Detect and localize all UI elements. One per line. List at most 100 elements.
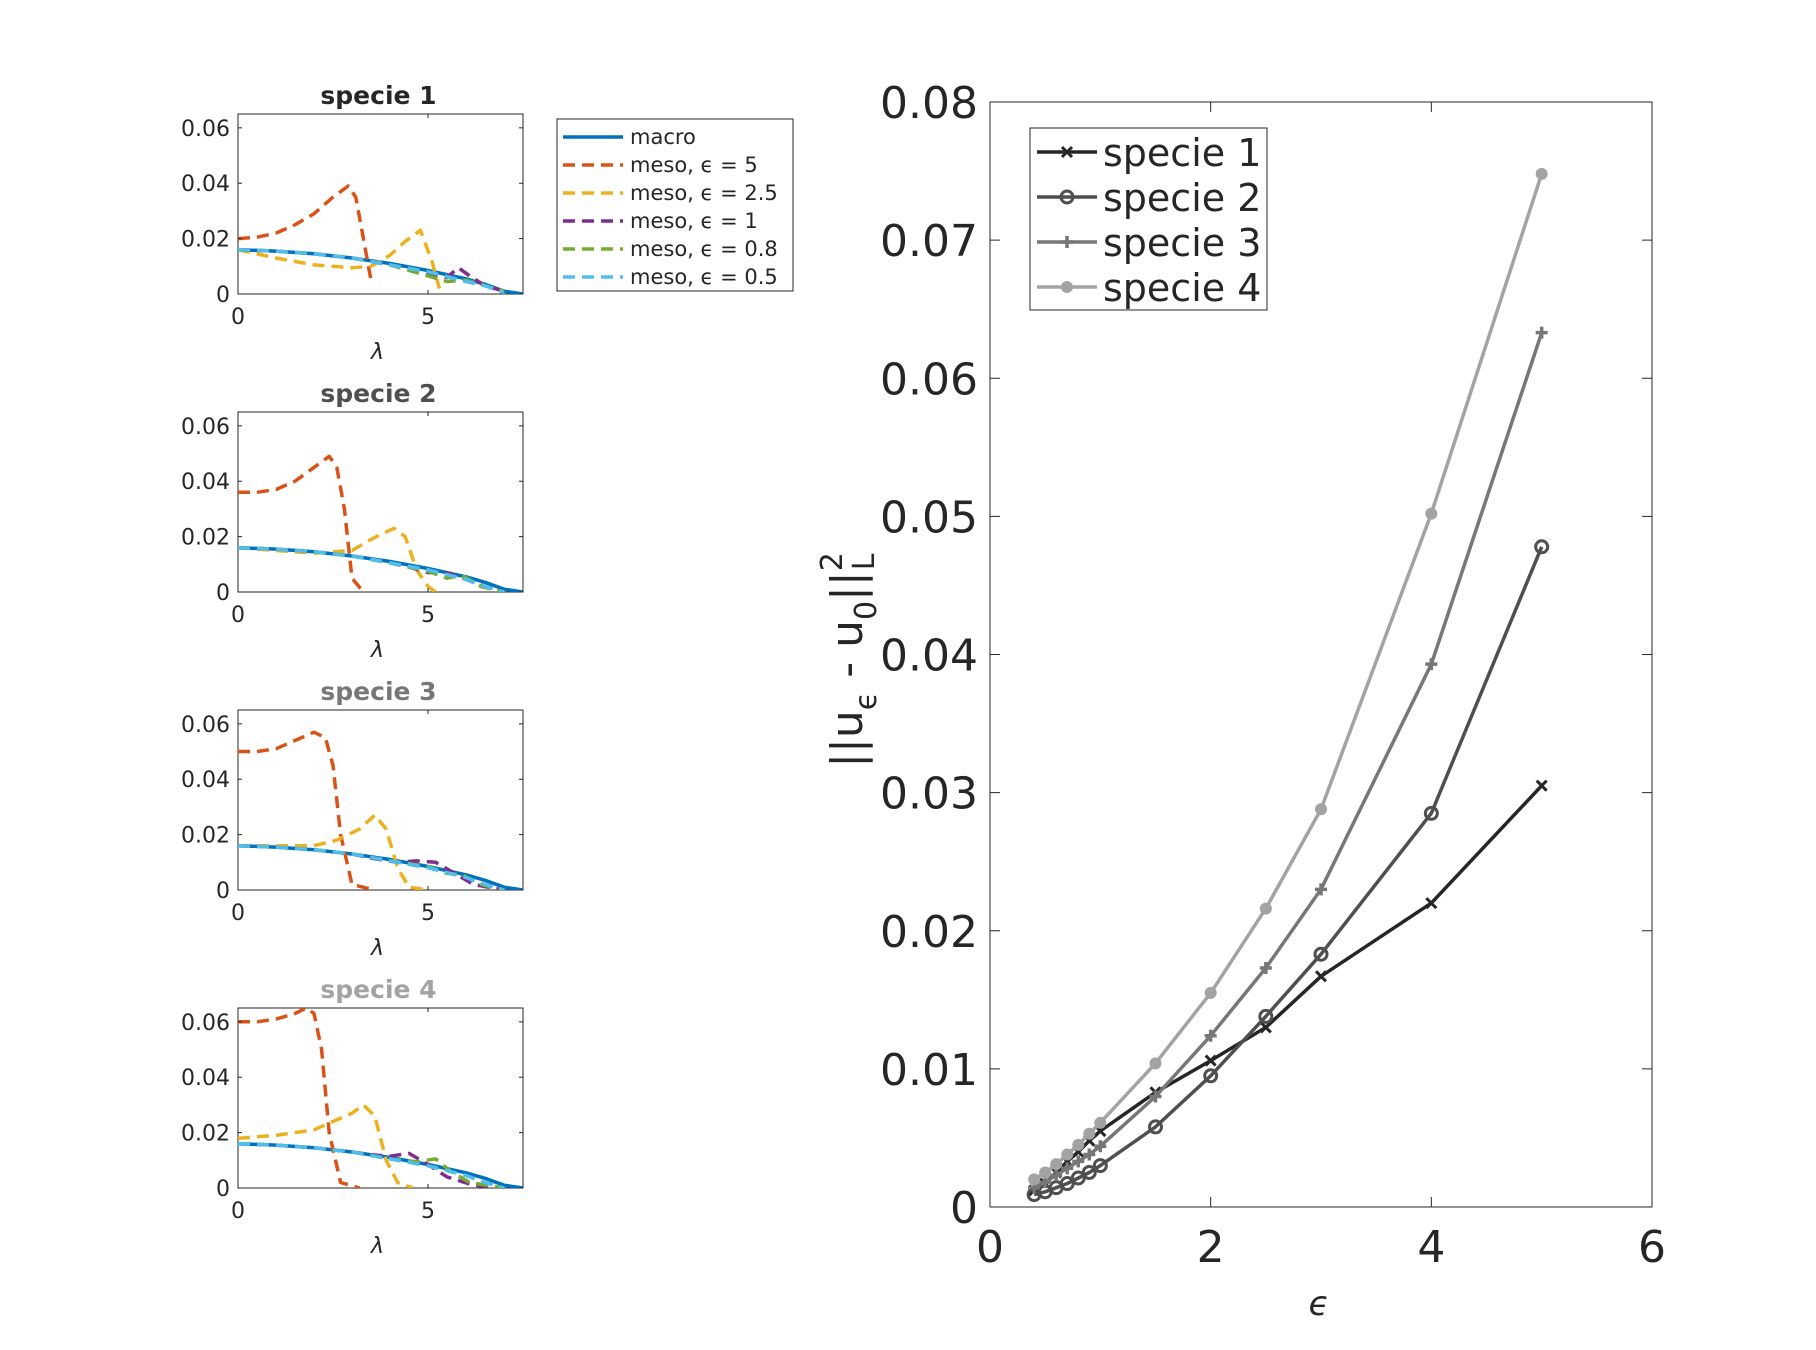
y-tick-label: 0.02	[181, 824, 230, 849]
y-tick-label: 0.04	[181, 1066, 230, 1091]
plot-area	[237, 1007, 524, 1189]
y-tick-label: 0	[216, 879, 230, 904]
y-tick-label: 0	[216, 581, 230, 606]
main-point	[1259, 902, 1272, 915]
x-tick-label: 5	[421, 603, 435, 628]
main-legend-box	[1029, 127, 1268, 311]
main-point	[1535, 779, 1548, 792]
main-legend-label: specie 4	[1103, 266, 1261, 310]
legend-label-4: meso, ϵ = 0.8	[630, 237, 778, 261]
main-point	[1094, 1140, 1107, 1153]
main-point	[1094, 1116, 1107, 1129]
main-point	[1425, 897, 1438, 910]
main-point	[1149, 1057, 1162, 1070]
main-y-tick-label: 0.03	[880, 769, 978, 820]
x-tick-label: 0	[231, 1199, 245, 1224]
main-point	[1072, 1138, 1085, 1151]
main-point	[1204, 1054, 1217, 1067]
main-point	[1313, 946, 1329, 962]
main-point	[1039, 1166, 1052, 1179]
y-tick-label: 0.02	[181, 1122, 230, 1147]
y-tick-label: 0	[216, 283, 230, 308]
ylabel-sub-zero: 0	[849, 601, 884, 620]
x-tick-label: 0	[231, 305, 245, 330]
legend-label-1: meso, ϵ = 5	[630, 153, 758, 177]
y-tick-label: 0.04	[181, 470, 230, 495]
main-x-tick-label: 2	[1197, 1222, 1225, 1273]
panel-main: 0 0.01 0.02 0.03 0.04 0.05 0.06 0.07 0.08 0 2 4 6 ϵ sp…	[880, 78, 1666, 1324]
main-series-3	[1028, 326, 1548, 1194]
panel-title: specie 2	[320, 379, 436, 408]
y-tick-label: 0.06	[181, 415, 230, 440]
main-x-tick-label: 6	[1638, 1222, 1666, 1273]
y-tick-label: 0.06	[181, 1011, 230, 1036]
x-tick-label: 0	[231, 603, 245, 628]
main-point	[1535, 326, 1548, 339]
x-axis-label: λ	[370, 936, 384, 961]
main-point	[1050, 1169, 1063, 1182]
panel-title: specie 1	[320, 81, 436, 110]
series-line-1	[238, 454, 365, 592]
panel-specie-1: 0 0.02 0.04 0.06 0 5 λ specie 1	[181, 81, 524, 365]
series-line-1	[238, 730, 376, 890]
main-y-tick-label: 0.04	[880, 631, 978, 682]
main-point	[1203, 1068, 1219, 1084]
series-line-5	[238, 1141, 505, 1188]
main-y-tick-label: 0	[950, 1183, 978, 1234]
main-point	[1061, 1162, 1074, 1175]
y-tick-label: 0.06	[181, 117, 230, 142]
main-point	[1535, 167, 1548, 180]
series-line-5	[238, 545, 505, 592]
small-legend-box	[556, 118, 794, 292]
legend-label-3: meso, ϵ = 1	[630, 209, 758, 233]
panel-specie-2: 0 0.02 0.04 0.06 0 5 λ specie 2	[181, 379, 524, 663]
small-panels-legend: macro meso, ϵ = 5 meso, ϵ = 2.5 meso, ϵ = 1…	[556, 118, 794, 292]
main-point	[1258, 1008, 1274, 1024]
y-tick-label: 0.06	[181, 713, 230, 738]
main-point	[1425, 658, 1438, 671]
main-point	[1148, 1119, 1163, 1135]
main-x-axis-label: ϵ	[1309, 1284, 1330, 1324]
main-point	[1149, 1090, 1162, 1103]
ylabel-end-part: ||	[822, 571, 873, 601]
main-point	[1425, 507, 1438, 520]
y-tick-label: 0.02	[181, 228, 230, 253]
series-line-2	[238, 228, 442, 289]
main-point	[1083, 1127, 1096, 1140]
x-axis-label: λ	[370, 638, 384, 663]
x-tick-label: 5	[421, 1199, 435, 1224]
ylabel-sup-two: 2	[815, 552, 850, 571]
main-legend-label: specie 3	[1103, 221, 1261, 265]
series-line-5	[238, 843, 505, 890]
main-point	[1259, 1021, 1272, 1034]
panel-title: specie 4	[320, 975, 436, 1004]
series-line-2	[238, 1103, 414, 1188]
legend-label-0: macro	[630, 125, 696, 149]
main-point	[1315, 803, 1327, 816]
main-point	[1083, 1148, 1096, 1161]
legend-label-2: meso, ϵ = 2.5	[630, 181, 778, 205]
main-series-line	[1033, 546, 1544, 1197]
x-tick-label: 5	[421, 901, 435, 926]
series-line-5	[238, 247, 505, 294]
x-axis-label: λ	[370, 340, 384, 365]
main-y-tick-label: 0.07	[880, 216, 978, 267]
plot-area	[237, 709, 524, 891]
main-point	[1259, 962, 1272, 975]
plot-area	[237, 411, 524, 593]
main-y-tick-label: 0.01	[880, 1045, 978, 1096]
main-y-tick-label: 0.02	[880, 907, 978, 958]
plot-area	[237, 113, 524, 295]
x-axis-label: λ	[370, 1234, 384, 1259]
panel-title: specie 3	[320, 677, 436, 706]
y-tick-label: 0.04	[181, 768, 230, 793]
main-point	[1204, 986, 1217, 999]
main-point	[1204, 1029, 1217, 1042]
x-tick-label: 0	[231, 901, 245, 926]
main-series-2	[1026, 539, 1550, 1203]
main-legend-label: specie 1	[1103, 131, 1261, 175]
main-point	[1534, 539, 1550, 555]
ylabel-main-part: ||u	[822, 710, 873, 768]
main-y-tick-label: 0.06	[880, 354, 978, 405]
main-legend-marker	[1061, 236, 1073, 248]
